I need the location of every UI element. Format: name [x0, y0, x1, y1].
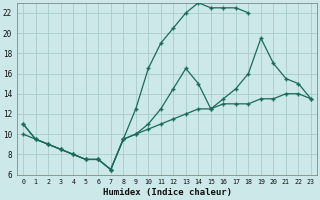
- X-axis label: Humidex (Indice chaleur): Humidex (Indice chaleur): [102, 188, 232, 197]
